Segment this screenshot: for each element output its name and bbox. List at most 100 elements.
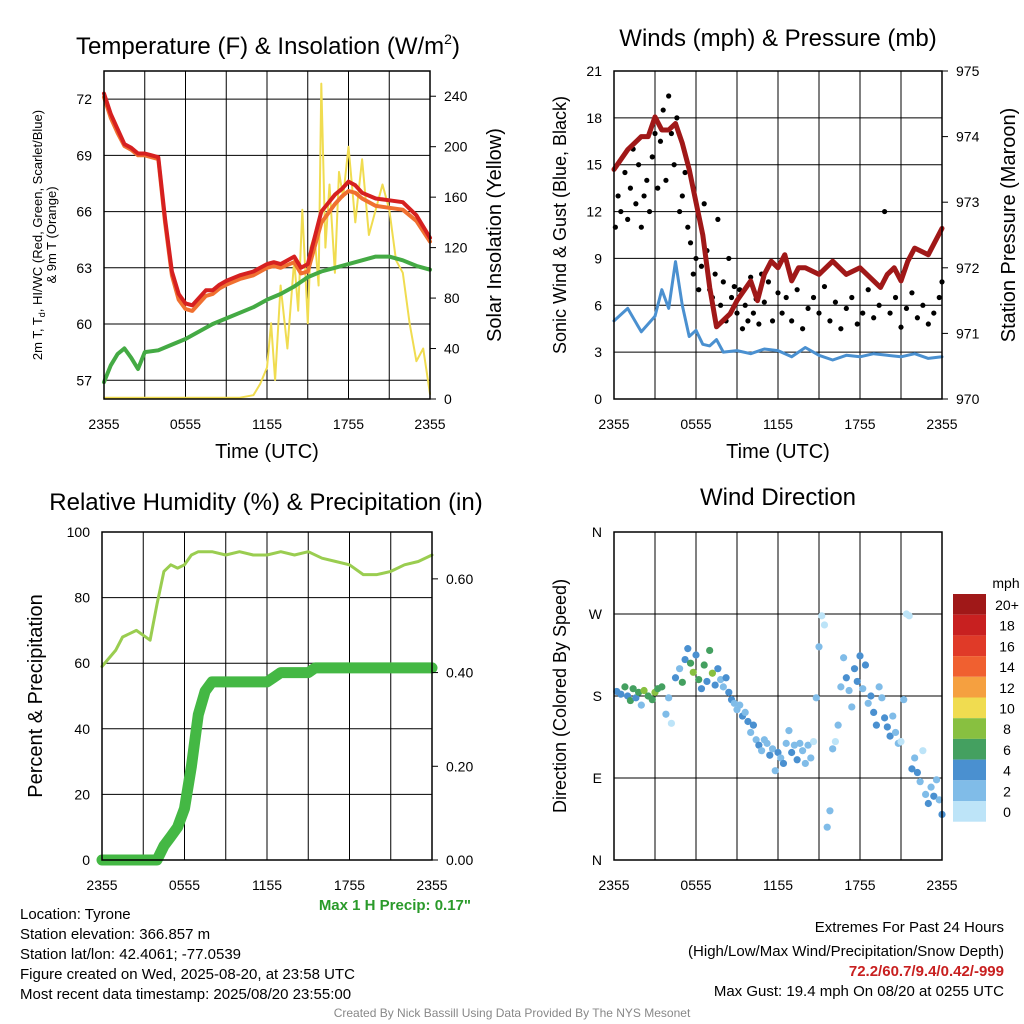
direction-point bbox=[749, 721, 758, 729]
direction-point bbox=[878, 694, 886, 702]
gust-point bbox=[892, 294, 899, 301]
gust-point bbox=[789, 318, 795, 324]
gust-point bbox=[655, 185, 661, 191]
legend-swatch bbox=[953, 594, 986, 615]
direction-point bbox=[861, 661, 870, 669]
dir-xtick-label: 2355 bbox=[926, 877, 957, 893]
gust-point bbox=[618, 208, 624, 215]
wind-ytick-label: 18 bbox=[586, 110, 602, 126]
direction-point bbox=[747, 728, 755, 737]
wind-ytick-label: 3 bbox=[594, 344, 602, 360]
temp-ytick-label: 63 bbox=[76, 260, 92, 276]
elevation-text: Station elevation: 366.857 m bbox=[20, 926, 211, 943]
direction-point bbox=[793, 756, 801, 764]
gust-point bbox=[638, 224, 644, 230]
legend-swatch bbox=[953, 656, 986, 677]
gust-point bbox=[663, 177, 669, 183]
legend-swatch bbox=[953, 738, 986, 760]
pressure-line bbox=[611, 114, 945, 330]
gust-point bbox=[810, 294, 817, 301]
direction-point bbox=[725, 688, 733, 696]
direction-point bbox=[815, 643, 823, 651]
direction-point bbox=[730, 699, 738, 707]
direction-point bbox=[629, 685, 637, 693]
temp-panel: Temperature (F) & Insolation (W/m2) 2355… bbox=[30, 31, 506, 463]
gust-point bbox=[734, 310, 740, 316]
direction-point bbox=[809, 737, 818, 746]
dir-series bbox=[613, 610, 946, 831]
wind-ytick-label: 9 bbox=[594, 250, 602, 266]
direction-point bbox=[722, 674, 730, 682]
dir-ylabel: Direction (Colored By Speed) bbox=[550, 579, 570, 813]
dir-title: Wind Direction bbox=[700, 484, 856, 511]
gust-point bbox=[775, 290, 781, 296]
wind-frame bbox=[613, 70, 943, 400]
direction-point bbox=[864, 699, 872, 707]
gust-point bbox=[660, 107, 666, 113]
temp-ytick-label: 57 bbox=[76, 372, 92, 388]
temp-y2tick-label: 120 bbox=[444, 240, 468, 256]
dir-xtick-label: 0555 bbox=[680, 877, 711, 893]
rh-xtick-label: 2355 bbox=[416, 877, 447, 893]
direction-point bbox=[881, 714, 889, 722]
direction-point bbox=[829, 745, 837, 753]
direction-point bbox=[689, 668, 697, 676]
temp-title: Temperature (F) & Insolation (W/m2) bbox=[76, 31, 460, 60]
gust-point bbox=[925, 321, 931, 327]
gust-point bbox=[657, 138, 664, 144]
wind-ytick-label: 0 bbox=[594, 391, 602, 407]
dir-frame bbox=[613, 531, 943, 861]
wind-ytick-label: 6 bbox=[594, 297, 602, 313]
gust-point bbox=[882, 208, 888, 215]
gust-point bbox=[720, 279, 726, 285]
direction-point bbox=[932, 776, 941, 784]
wind-y2tick-label: 974 bbox=[956, 129, 980, 145]
direction-point bbox=[703, 677, 711, 686]
direction-point bbox=[782, 739, 790, 747]
direction-point bbox=[785, 727, 793, 735]
direction-point bbox=[774, 748, 782, 757]
legend-swatch bbox=[953, 759, 986, 781]
direction-point bbox=[820, 621, 829, 629]
gust-point bbox=[615, 193, 621, 199]
temp-xtick-label: 2355 bbox=[88, 416, 119, 432]
recent-text: Most recent data timestamp: 2025/08/20 2… bbox=[20, 986, 352, 1003]
gust-point bbox=[696, 287, 702, 293]
direction-point bbox=[626, 696, 635, 705]
direction-point bbox=[922, 790, 930, 799]
rh-ytick-label: 80 bbox=[74, 590, 90, 606]
temp-ylabel-right: Solar Insolation (Yellow) bbox=[484, 128, 506, 342]
gust-point bbox=[765, 279, 772, 285]
legend-title: mph bbox=[992, 575, 1019, 591]
rh-xtick-label: 0555 bbox=[169, 877, 200, 893]
direction-point bbox=[777, 754, 785, 762]
speed-legend: 20+ 18 16 14 12 10 8 6 4 2 0 bbox=[953, 594, 1019, 822]
temp-frame bbox=[103, 70, 431, 400]
gust-point bbox=[625, 216, 631, 222]
gust-point bbox=[931, 310, 937, 316]
gust-point bbox=[690, 271, 696, 277]
direction-point bbox=[867, 692, 875, 700]
extremes-title: Extremes For Past 24 Hours bbox=[814, 919, 1004, 936]
legend-label: 14 bbox=[999, 659, 1015, 675]
extremes-box: Extremes For Past 24 Hours (High/Low/Max… bbox=[688, 918, 1004, 1002]
extremes-subtitle: (High/Low/Max Wind/Precipitation/Snow De… bbox=[688, 943, 1004, 960]
wind-xtick-label: 1155 bbox=[763, 416, 793, 432]
gust-point bbox=[761, 299, 767, 305]
direction-point bbox=[714, 665, 722, 673]
dir-ytick-label: N bbox=[592, 524, 602, 540]
direction-point bbox=[856, 652, 864, 660]
rh-y2tick-label: 0.00 bbox=[446, 852, 473, 868]
direction-point bbox=[891, 728, 900, 737]
legend-label: 4 bbox=[1003, 763, 1011, 779]
gust-point bbox=[687, 240, 694, 246]
direction-point bbox=[845, 686, 853, 695]
wind-y2tick-label: 973 bbox=[956, 194, 980, 210]
temp-ytick-label: 60 bbox=[76, 316, 92, 332]
temp-ytick-label: 69 bbox=[76, 147, 92, 163]
gust-point bbox=[903, 305, 910, 312]
gust-point bbox=[728, 294, 735, 301]
wind-ytick-label: 12 bbox=[586, 204, 602, 220]
rh-y2tick-label: 0.60 bbox=[446, 571, 473, 587]
